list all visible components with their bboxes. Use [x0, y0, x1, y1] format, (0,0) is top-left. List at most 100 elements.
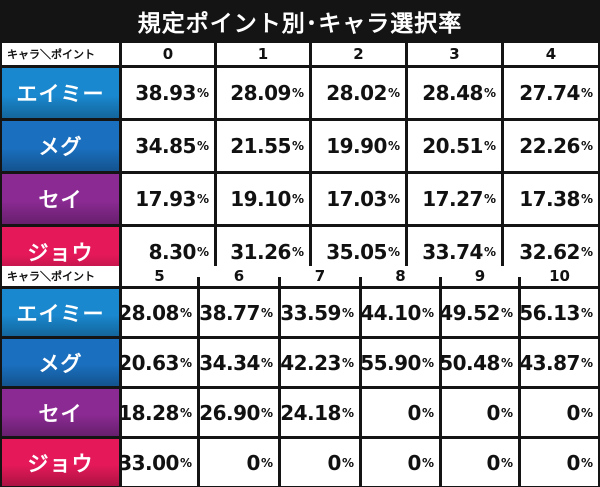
percent-sign: %: [580, 245, 593, 259]
header-label: キャラ＼ポイント: [2, 266, 119, 286]
rate-cell: 0%: [362, 439, 439, 486]
point-header-2: 2: [312, 43, 405, 65]
rate-cell: 50.48%: [442, 339, 518, 386]
percent-sign: %: [179, 305, 192, 320]
table-row: セイ 18.28% 26.90% 24.18% 0% 0% 0%: [0, 389, 600, 436]
rate-value: 17.93: [135, 187, 196, 211]
percent-sign: %: [483, 86, 496, 100]
percent-sign: %: [179, 355, 192, 370]
percent-sign: %: [291, 245, 304, 259]
rate-value: 55.90: [362, 350, 421, 375]
rate-cell: 0%: [442, 439, 518, 486]
rate-value: 34.34: [200, 350, 260, 375]
rate-value: 34.85: [135, 134, 196, 158]
rate-value: 28.02: [326, 81, 387, 105]
page-title: 規定ポイント別･キャラ選択率: [137, 11, 463, 37]
percent-sign: %: [341, 455, 354, 470]
rate-value: 0: [246, 450, 261, 475]
rate-cell: 0%: [442, 389, 518, 436]
percent-sign: %: [260, 305, 273, 320]
character-label: メグ: [2, 339, 119, 386]
rate-value: 38.93: [135, 81, 196, 105]
rate-value: 17.38: [519, 187, 580, 211]
percent-sign: %: [196, 192, 209, 206]
rate-cell: 28.48%: [408, 68, 501, 118]
table-row: セイ 17.93% 19.10% 17.03% 17.27% 17.38%: [0, 174, 600, 224]
rate-cell: 34.34%: [200, 339, 278, 386]
character-label: セイ: [2, 174, 119, 224]
percent-sign: %: [500, 455, 513, 470]
rate-cell: 38.93%: [122, 68, 214, 118]
rate-value: 27.74: [519, 81, 580, 105]
percent-sign: %: [291, 139, 304, 153]
rate-cell: 0%: [362, 389, 439, 436]
rate-cell: 0%: [521, 439, 598, 486]
percent-sign: %: [196, 245, 209, 259]
point-header-4: 4: [504, 43, 598, 65]
character-label: エイミー: [2, 68, 119, 118]
rate-cell: 20.63%: [122, 339, 197, 386]
rate-value: 8.30: [148, 240, 197, 264]
table-row: ジョウ 8.30% 31.26% 35.05% 33.74% 32.62%: [0, 227, 600, 277]
rate-cell: 21.55%: [217, 121, 309, 171]
rate-value: 43.87: [521, 350, 580, 375]
point-header-0: 0: [122, 43, 214, 65]
point-header-7: 7: [281, 266, 359, 286]
rate-value: 50.48: [442, 350, 500, 375]
rate-cell: 20.51%: [408, 121, 501, 171]
rate-cell: 17.27%: [408, 174, 501, 224]
character-label: セイ: [2, 389, 119, 436]
rate-cell: 49.52%: [442, 289, 518, 336]
rate-value: 19.10: [230, 187, 291, 211]
rate-value: 0: [407, 450, 422, 475]
character-label: エイミー: [2, 289, 119, 336]
rate-value: 22.26: [519, 134, 580, 158]
rate-cell: 28.08%: [122, 289, 197, 336]
rate-cell: 26.90%: [200, 389, 278, 436]
rate-cell: 56.13%: [521, 289, 598, 336]
percent-sign: %: [291, 86, 304, 100]
rate-cell: 0%: [200, 439, 278, 486]
percent-sign: %: [483, 139, 496, 153]
percent-sign: %: [341, 405, 354, 420]
point-header-9: 9: [442, 266, 518, 286]
table-row: エイミー 28.08% 38.77% 33.59% 44.10% 49.52% 56.13%: [0, 289, 600, 336]
table-row: メグ 20.63% 34.34% 42.23% 55.90% 50.48% 43.87%: [0, 339, 600, 386]
rate-value: 38.77: [200, 300, 260, 325]
percent-sign: %: [196, 86, 209, 100]
rate-value: 56.13: [521, 300, 580, 325]
header-label: キャラ＼ポイント: [2, 43, 119, 65]
rate-value: 49.52: [442, 300, 500, 325]
percent-sign: %: [341, 355, 354, 370]
rate-value: 20.63: [122, 350, 179, 375]
rate-value: 31.26: [230, 240, 291, 264]
table-row: メグ 34.85% 21.55% 19.90% 20.51% 22.26%: [0, 121, 600, 171]
point-header-8: 8: [362, 266, 439, 286]
point-header-3: 3: [408, 43, 501, 65]
percent-sign: %: [500, 355, 513, 370]
rate-value: 21.55: [230, 134, 291, 158]
percent-sign: %: [387, 86, 400, 100]
percent-sign: %: [260, 355, 273, 370]
percent-sign: %: [500, 405, 513, 420]
rate-value: 42.23: [281, 350, 341, 375]
character-label: ジョウ: [2, 439, 119, 486]
rate-value: 28.48: [422, 81, 483, 105]
rate-cell: 42.23%: [281, 339, 359, 386]
percent-sign: %: [421, 305, 434, 320]
rate-value: 28.08: [122, 300, 179, 325]
rate-cell: 28.09%: [217, 68, 309, 118]
rate-cell: 22.26%: [504, 121, 598, 171]
percent-sign: %: [196, 139, 209, 153]
percent-sign: %: [580, 86, 593, 100]
rate-cell: 34.85%: [122, 121, 214, 171]
header-row: キャラ＼ポイント 0 1 2 3 4: [0, 43, 600, 65]
rate-value: 0: [327, 450, 342, 475]
header-row: キャラ＼ポイント 5 6 7 8 9 10: [0, 266, 600, 286]
percent-sign: %: [341, 305, 354, 320]
rate-value: 20.51: [422, 134, 483, 158]
rate-value: 19.90: [326, 134, 387, 158]
rate-value: 0: [566, 450, 581, 475]
rate-value: 0: [486, 450, 501, 475]
